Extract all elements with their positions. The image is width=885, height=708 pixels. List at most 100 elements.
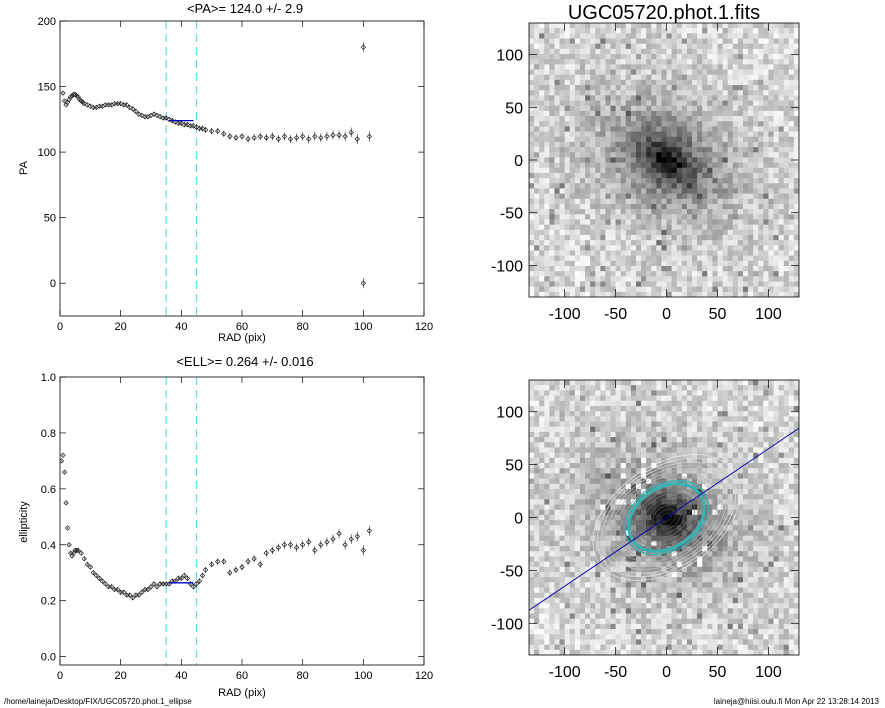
image-pixel	[635, 90, 642, 96]
image-pixel	[569, 147, 576, 153]
image-pixel	[600, 209, 606, 215]
image-pixel	[702, 229, 708, 236]
image-pixel	[610, 188, 617, 195]
image-pixel	[605, 90, 611, 96]
image-pixel	[600, 240, 606, 246]
image-pixel	[590, 561, 596, 568]
image-pixel	[676, 214, 683, 220]
image-pixel	[732, 209, 739, 215]
image-pixel	[600, 473, 606, 479]
image-pixel	[712, 234, 718, 241]
image-pixel	[651, 203, 657, 210]
image-pixel	[534, 167, 540, 174]
image-pixel	[564, 48, 571, 55]
image-pixel	[651, 28, 657, 34]
image-pixel	[544, 437, 550, 443]
image-pixel	[549, 603, 555, 609]
image-pixel	[763, 250, 769, 257]
image-pixel	[534, 100, 540, 107]
image-pixel	[758, 193, 764, 200]
image-pixel	[579, 540, 586, 547]
image-pixel	[564, 582, 571, 588]
image-pixel	[615, 623, 622, 630]
image-pixel	[590, 178, 596, 184]
image-pixel	[574, 172, 581, 179]
image-pixel	[712, 198, 718, 205]
image-pixel	[737, 265, 744, 272]
image-pixel	[661, 390, 667, 396]
image-pixel	[585, 172, 591, 179]
image-pixel	[600, 69, 606, 76]
image-pixel	[666, 219, 673, 226]
image-pixel	[676, 265, 683, 272]
image-pixel	[722, 136, 729, 143]
image-pixel	[529, 644, 535, 651]
data-point	[269, 133, 275, 140]
image-pixel	[641, 437, 647, 443]
image-pixel	[778, 105, 785, 112]
image-pixel	[600, 634, 606, 640]
image-pixel	[554, 405, 560, 412]
image-pixel	[549, 571, 555, 578]
image-pixel	[539, 74, 545, 81]
image-pixel	[549, 90, 555, 96]
image-pixel	[737, 38, 744, 45]
image-pixel	[569, 183, 576, 189]
image-pixel	[605, 577, 611, 583]
image-pixel	[651, 23, 657, 29]
image-pixel	[676, 240, 683, 246]
image-pixel	[722, 141, 729, 148]
image-pixel	[539, 240, 545, 246]
image-pixel	[610, 255, 617, 262]
image-pixel	[585, 152, 591, 158]
image-pixel	[635, 437, 642, 443]
image-pixel	[686, 514, 693, 521]
image-pixel	[783, 178, 790, 184]
image-pixel	[712, 229, 718, 236]
image-pixel	[554, 198, 560, 205]
image-pixel	[549, 152, 555, 158]
image-pixel	[600, 649, 606, 655]
image-pixel	[615, 634, 622, 640]
image-pixel	[544, 597, 550, 604]
image-pixel	[534, 64, 540, 70]
image-pixel	[554, 126, 560, 132]
image-pixel	[722, 214, 729, 220]
image-pixel	[630, 468, 637, 474]
image-pixel	[544, 79, 550, 86]
image-pixel	[758, 23, 764, 29]
image-pixel	[539, 203, 545, 210]
image-pixel	[539, 152, 545, 158]
image-pixel	[610, 147, 617, 153]
image-pixel	[534, 613, 540, 620]
image-pixel	[574, 152, 581, 158]
image-pixel	[630, 54, 637, 60]
image-pixel	[559, 561, 566, 568]
image-pixel	[564, 597, 571, 604]
image-pixel	[763, 167, 769, 174]
image-pixel	[686, 416, 693, 422]
image-pixel	[554, 649, 560, 655]
image-pixel	[732, 28, 739, 34]
image-pixel	[783, 141, 790, 148]
image-pixel	[676, 74, 683, 81]
image-pixel	[595, 504, 601, 511]
image-pixel	[681, 608, 688, 614]
data-point	[348, 129, 354, 136]
image-pixel	[712, 100, 718, 107]
image-pixel	[732, 95, 739, 101]
data-point	[312, 133, 318, 140]
image-pixel	[773, 141, 780, 148]
image-pixel	[554, 33, 560, 39]
image-pixel	[712, 23, 718, 29]
image-pixel	[651, 260, 657, 267]
image-pixel	[737, 255, 744, 262]
image-pixel	[768, 141, 774, 148]
image-pixel	[569, 478, 576, 485]
image-pixel	[620, 603, 627, 609]
image-pixel	[727, 59, 734, 65]
image-pixel	[585, 105, 591, 112]
image-pixel	[559, 126, 566, 132]
image-pixel	[554, 535, 560, 542]
image-pixel	[534, 649, 540, 655]
